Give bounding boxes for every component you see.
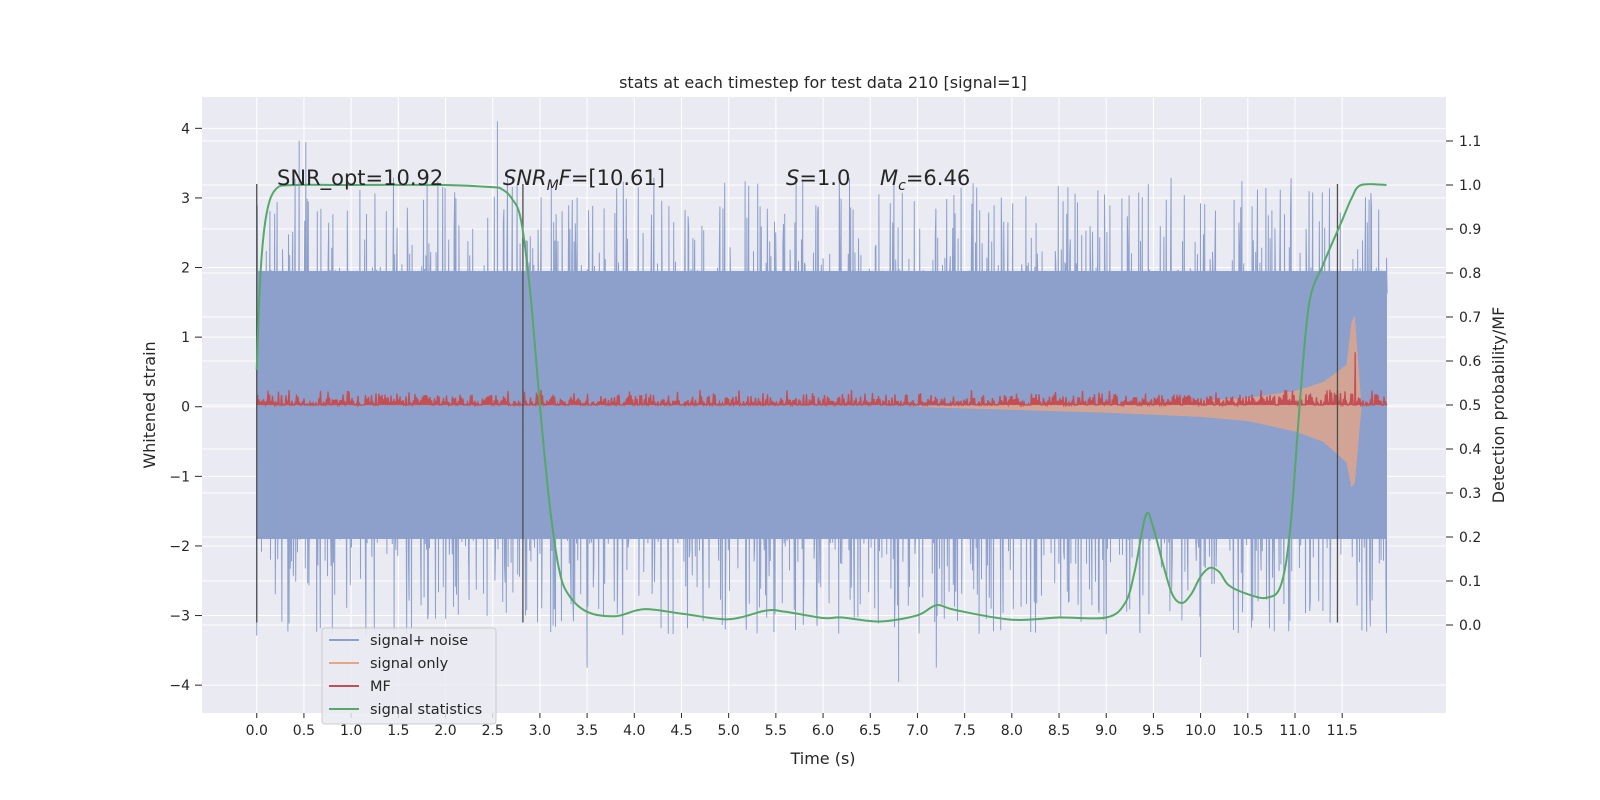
annotation-mc: Mc=6.46 [880,166,970,194]
y-right-tick-label: 0.4 [1459,442,1481,458]
x-axis-label: Time (s) [789,749,855,768]
x-tick-label: 11.5 [1327,723,1358,739]
x-tick-label: 4.5 [670,723,692,739]
y-left-tick-label: −1 [169,469,190,485]
x-tick-label: 10.0 [1185,723,1216,739]
y-left-tick-label: 3 [181,191,190,207]
y-left-tick-label: −3 [169,609,190,625]
x-tick-label: 6.5 [859,723,881,739]
y-axis-right: 1.1 1.0 0.9 0.8 0.7 0.6 0.5 0.4 0.3 0.2 0.1 0.0 [1446,134,1481,634]
x-tick-label: 6.0 [812,723,834,739]
x-tick-label: 2.5 [482,723,504,739]
legend: signal+ noise signal only MF signal stat… [321,627,497,725]
y-left-tick-label: 0 [181,400,190,416]
annotation-snr-opt: SNR_opt=10.92 [277,166,443,191]
annotation-s: S=1.0 [786,166,850,190]
chart-title: stats at each timestep for test data 210… [619,73,1027,92]
x-tick-label: 11.0 [1279,723,1310,739]
y-left-tick-label: −4 [169,678,190,694]
legend-box [321,627,497,725]
y-right-tick-label: 0.2 [1459,530,1481,546]
x-tick-label: 1.0 [340,723,362,739]
y-axis-left-label: Whitened strain [140,341,159,468]
y-left-tick-label: 1 [181,330,190,346]
legend-label-mf: MF [370,679,391,695]
y-right-tick-label: 0.6 [1459,354,1481,370]
x-tick-label: 8.5 [1048,723,1070,739]
legend-label-signal-only: signal only [370,656,449,672]
y-right-tick-label: 0.5 [1459,398,1481,414]
x-tick-label: 5.5 [765,723,787,739]
x-axis: 0.0 0.5 1.0 1.5 2.0 2.5 3.0 3.5 4.0 4.5 5.0 5.5 6.0 6… [246,713,1358,739]
y-right-tick-label: 0.7 [1459,310,1481,326]
legend-label-signal-statistics: signal statistics [370,702,482,718]
x-tick-label: 2.0 [434,723,456,739]
y-axis-right-label: Detection probability/MF [1489,307,1508,504]
x-tick-label: 9.0 [1095,723,1117,739]
y-right-tick-label: 0.1 [1459,574,1481,590]
x-tick-label: 8.0 [1001,723,1023,739]
x-tick-label: 3.0 [529,723,551,739]
x-tick-label: 0.5 [293,723,315,739]
series-signal-statistics [255,183,1387,623]
x-tick-label: 7.5 [954,723,976,739]
signal-statistics-line [255,183,1387,623]
y-left-tick-label: 2 [181,261,190,277]
y-left-tick-label: −2 [169,539,190,555]
x-tick-label: 1.5 [387,723,409,739]
annotation-snr-mf: SNRMF=[10.61] [503,166,665,194]
x-tick-label: 0.0 [246,723,268,739]
noise-trace [256,121,1388,682]
mf-trace [256,352,1388,408]
series-mf [256,352,1388,408]
legend-label-signal-plus-noise: signal+ noise [370,633,468,649]
x-tick-label: 5.0 [718,723,740,739]
y-right-tick-label: 0.0 [1459,618,1481,634]
vertical-markers [256,184,1339,623]
y-right-tick-label: 1.1 [1459,134,1481,150]
y-right-tick-label: 1.0 [1459,178,1481,194]
y-axis-left: 4 3 2 1 0 −1 −2 −3 −4 [169,121,202,694]
x-tick-label: 7.0 [906,723,928,739]
x-tick-label: 10.5 [1232,723,1263,739]
y-right-tick-label: 0.9 [1459,222,1481,238]
x-tick-label: 9.5 [1142,723,1164,739]
y-left-tick-label: 4 [181,121,190,137]
y-right-tick-label: 0.3 [1459,486,1481,502]
y-right-tick-label: 0.8 [1459,266,1481,282]
x-tick-label: 3.5 [576,723,598,739]
x-tick-label: 4.0 [623,723,645,739]
